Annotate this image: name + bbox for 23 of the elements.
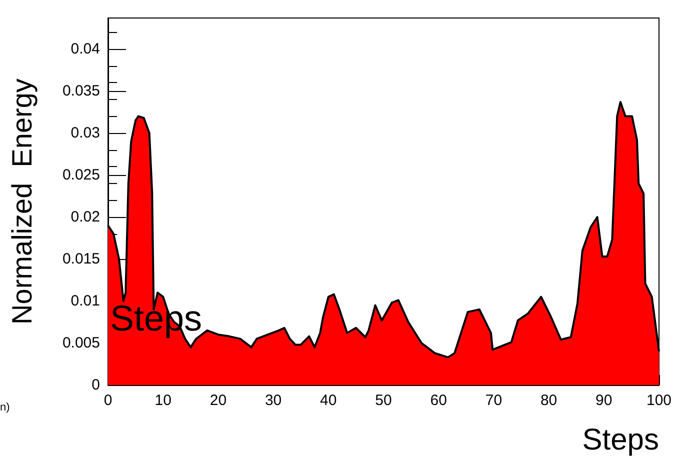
x-tick-label: 0	[104, 392, 112, 409]
y-tick-label: 0.005	[62, 334, 100, 352]
x-tick-label: 30	[264, 392, 282, 409]
x-tick-label: 50	[375, 392, 392, 409]
x-tick-label: 40	[320, 392, 337, 409]
y-tick-label: 0.03	[70, 124, 100, 142]
y-tick-label: 0.015	[62, 250, 100, 268]
y-tick-label: 0.02	[70, 208, 100, 226]
x-tick-label: 90	[596, 392, 612, 409]
text: n)	[0, 402, 10, 414]
y-tick-label: 0.01	[70, 292, 100, 310]
x-tick-label: 70	[485, 392, 502, 409]
y-tick-label: 0.035	[62, 82, 100, 100]
x-tick-label: 100	[646, 392, 672, 409]
x-axis-title: Steps	[582, 424, 659, 456]
x-tick-label: 20	[210, 392, 227, 409]
y-tick-label: 0	[92, 376, 100, 394]
y-axis-title: Normalized Energy	[6, 78, 38, 324]
x-tick-label: 10	[154, 392, 172, 409]
x-tick-label: 80	[540, 392, 558, 409]
y-tick-label: 0.025	[62, 166, 100, 184]
y-tick-label: 0.04	[70, 40, 100, 58]
x-tick-label: 60	[430, 392, 447, 409]
